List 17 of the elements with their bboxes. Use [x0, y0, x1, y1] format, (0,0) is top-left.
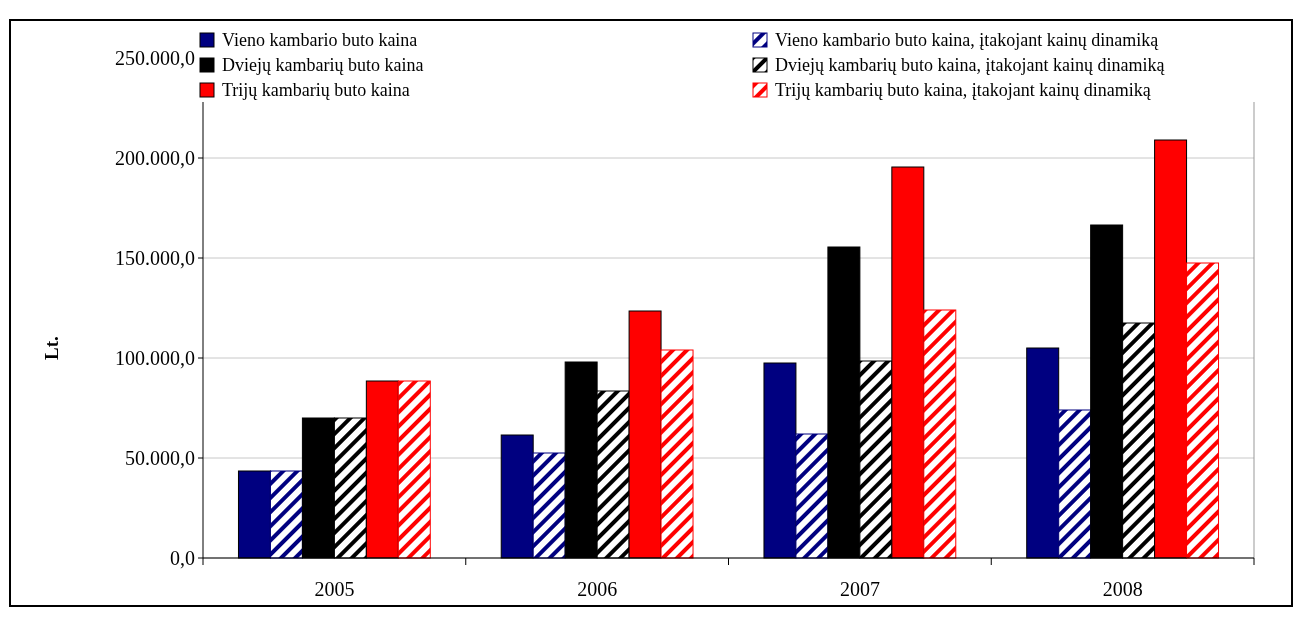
legend-label: Dviejų kambarių buto kaina: [222, 55, 424, 76]
x-tick-label: 2008: [1102, 578, 1143, 600]
legend-label: Trijų kambarių buto kaina, įtakojant kainų dinamiką: [775, 80, 1152, 101]
x-tick-label: 2005: [314, 578, 355, 600]
y-tick-label: 100.000,0: [115, 347, 195, 369]
legend-label: Vieno kambario buto kaina: [222, 30, 418, 51]
x-tick-label: 2006: [577, 578, 618, 600]
legend-label: Vieno kambario buto kaina, įtakojant kainų dinamiką: [775, 30, 1160, 51]
x-tick-label: 2007: [839, 578, 880, 600]
legend-label: Dviejų kambarių buto kaina, įtakojant kainų dinamiką: [775, 55, 1166, 76]
y-tick-label: 0,0: [170, 547, 195, 569]
y-tick-label: 50.000,0: [125, 447, 195, 469]
y-tick-label: 150.000,0: [115, 247, 195, 269]
y-axis-title: Lt.: [41, 336, 62, 360]
legend-label: Trijų kambarių buto kaina: [222, 80, 410, 101]
y-tick-label: 250.000,0: [115, 47, 195, 69]
y-tick-label: 200.000,0: [115, 147, 195, 169]
